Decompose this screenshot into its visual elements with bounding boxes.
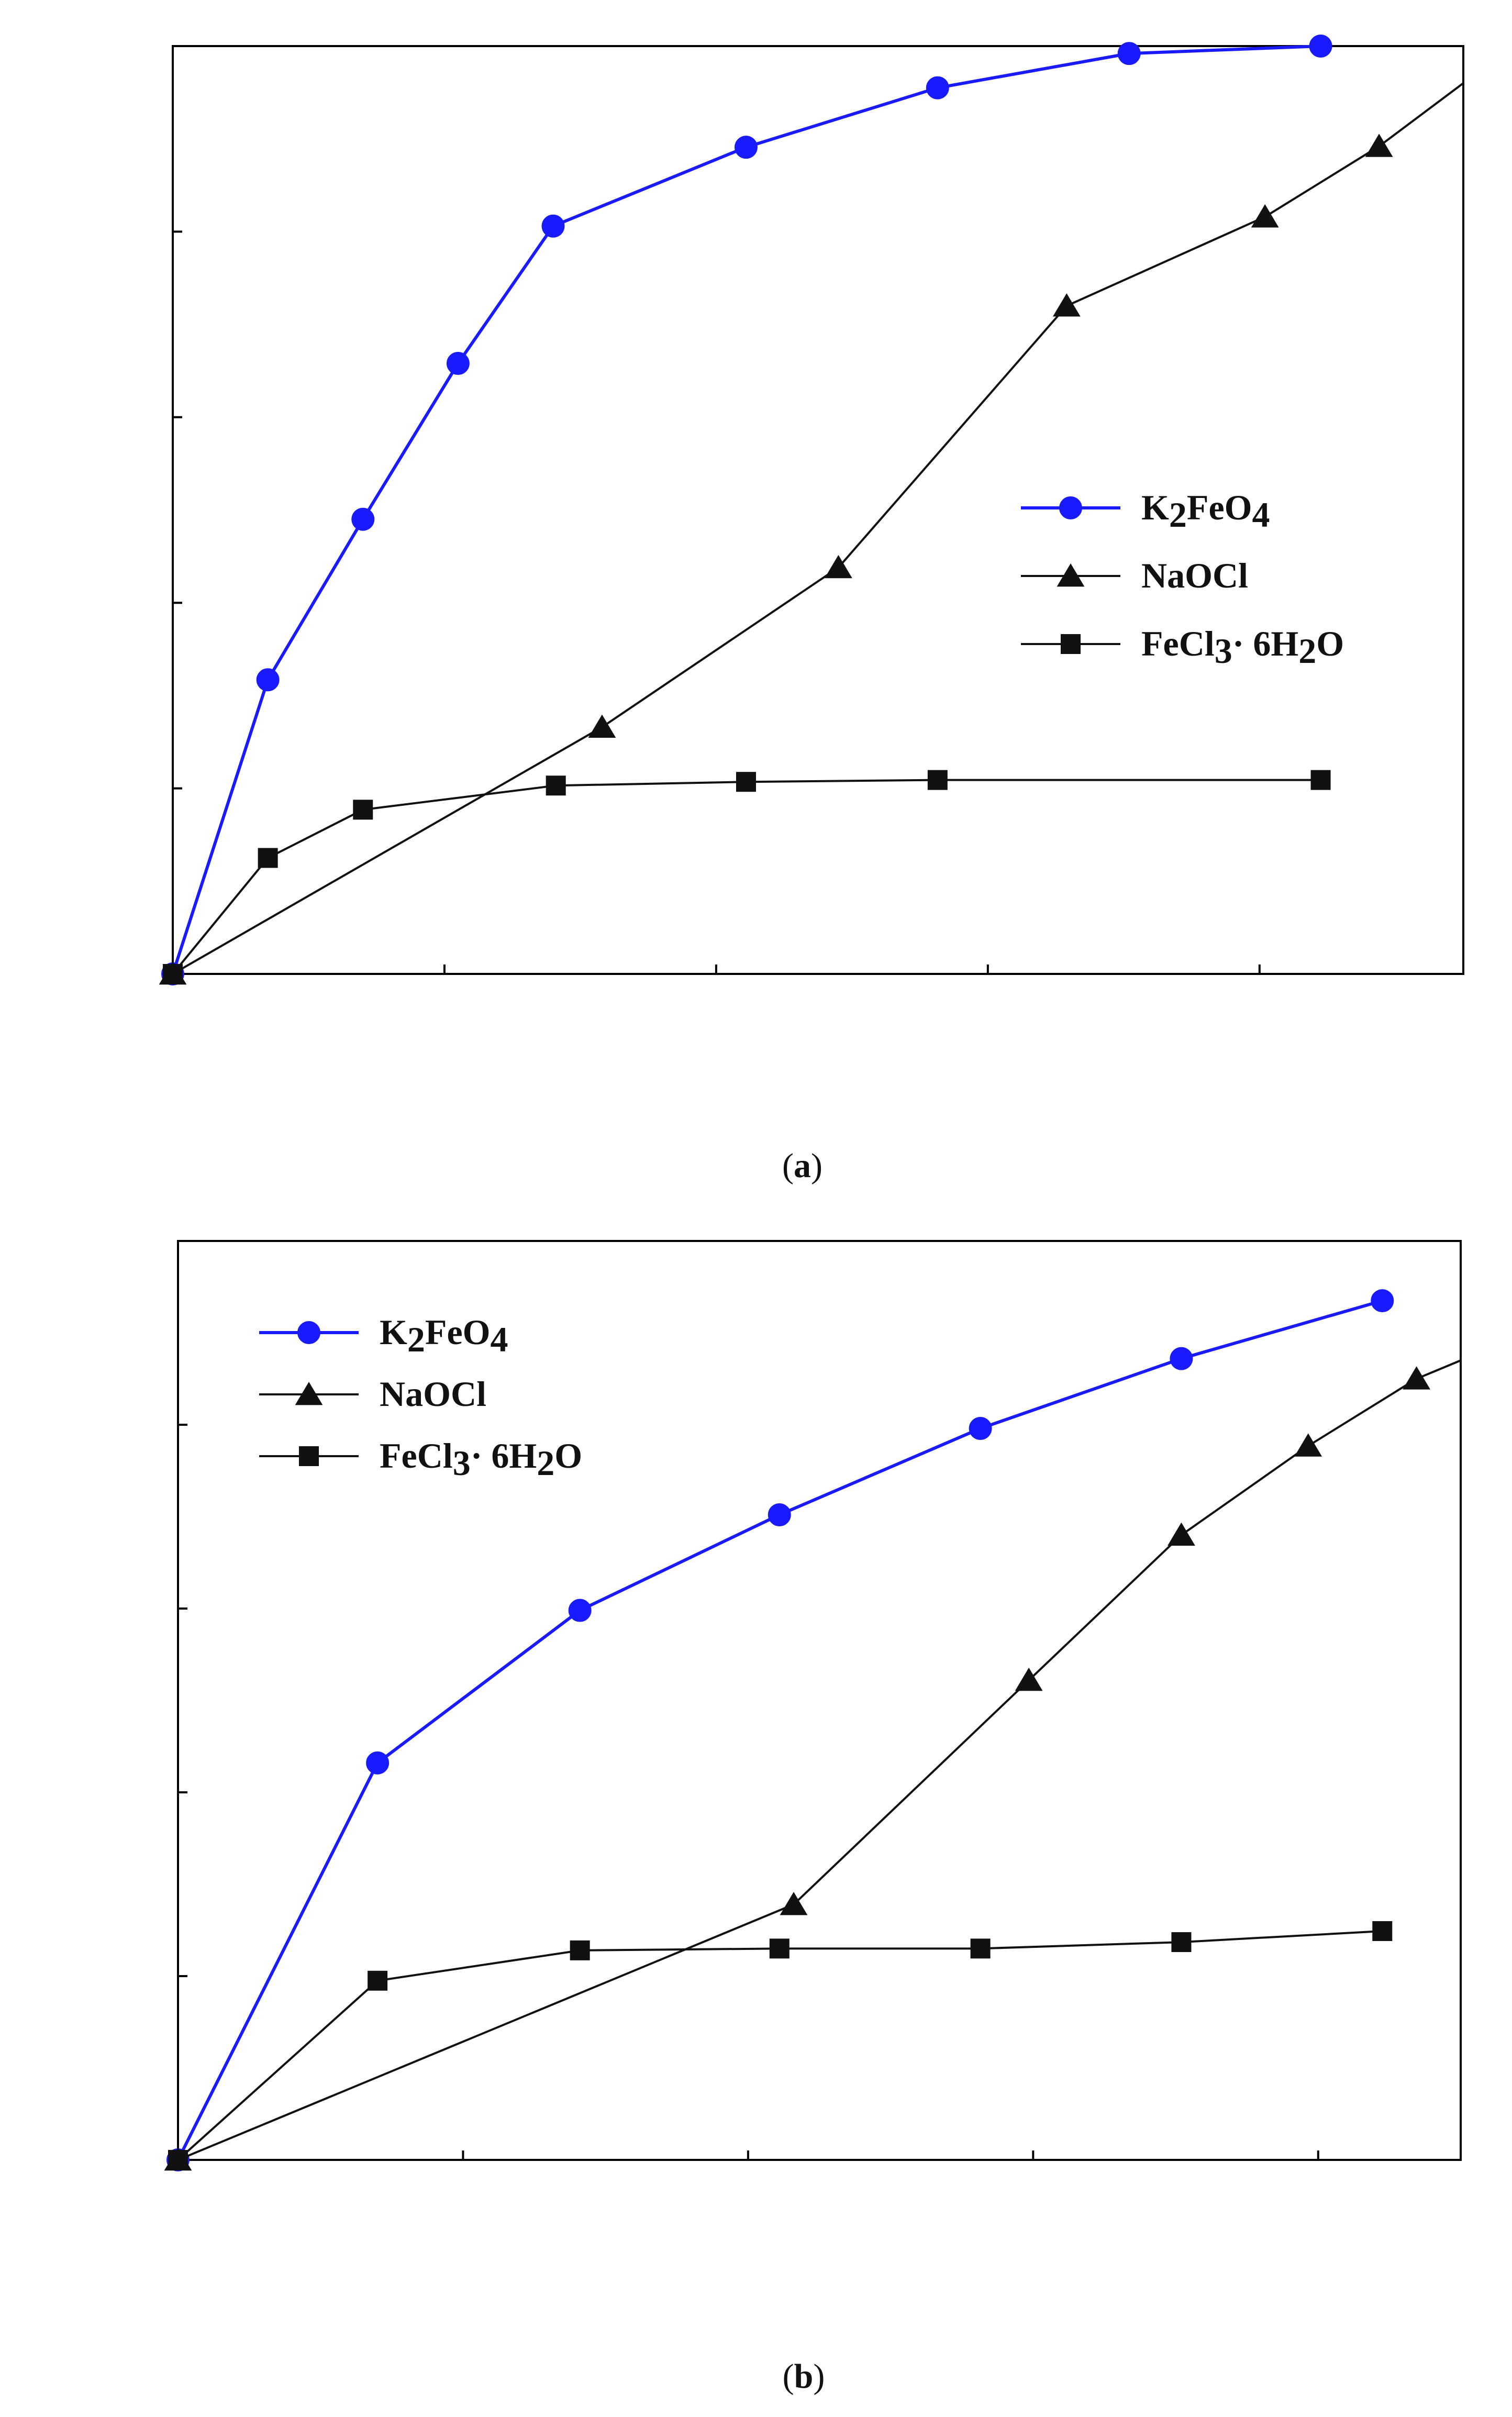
data-point bbox=[768, 1503, 791, 1526]
data-point bbox=[970, 1938, 991, 1959]
data-point bbox=[256, 668, 280, 692]
data-point bbox=[541, 214, 565, 238]
legend-subscript: 3 bbox=[453, 1443, 471, 1483]
legend-text-part: NaOCl bbox=[380, 1374, 486, 1414]
legend-entry: NaOCl bbox=[259, 1374, 486, 1414]
data-point bbox=[1371, 1289, 1394, 1313]
plot-frame bbox=[172, 45, 1464, 975]
legend-text-part: K bbox=[380, 1312, 407, 1352]
legend-subscript: 3 bbox=[1215, 631, 1232, 671]
legend-marker bbox=[1057, 563, 1085, 587]
data-point bbox=[568, 1599, 592, 1622]
data-point bbox=[588, 714, 616, 738]
legend-subscript: 2 bbox=[537, 1443, 554, 1483]
legend-text-part: FeCl bbox=[380, 1436, 453, 1476]
legend-marker bbox=[299, 1446, 319, 1466]
data-point bbox=[570, 1940, 590, 1960]
series-fecl3-6h2o bbox=[163, 770, 1331, 984]
data-point bbox=[1170, 1347, 1193, 1370]
legend-label: FeCl3· 6H2O bbox=[1141, 624, 1344, 671]
data-point bbox=[368, 1970, 388, 1991]
legend-subscript: 2 bbox=[1169, 495, 1187, 535]
legend-text-part: K bbox=[1141, 487, 1169, 527]
data-point bbox=[1171, 1932, 1192, 1953]
data-point bbox=[927, 770, 948, 790]
data-point bbox=[258, 848, 278, 868]
data-point bbox=[1168, 1522, 1195, 1546]
legend-entry: K2FeO4 bbox=[259, 1312, 508, 1359]
legend-text-part: O bbox=[554, 1436, 582, 1476]
data-point bbox=[353, 800, 373, 820]
data-point bbox=[1403, 1366, 1431, 1390]
legend-marker bbox=[295, 1382, 323, 1405]
legend-text-part: FeCl bbox=[1141, 624, 1215, 663]
data-point bbox=[1294, 1433, 1322, 1457]
data-point bbox=[1309, 35, 1332, 58]
series-line bbox=[178, 1299, 1383, 2161]
legend-label: K2FeO4 bbox=[380, 1312, 508, 1359]
legend-label: FeCl3· 6H2O bbox=[380, 1436, 582, 1483]
legend-marker bbox=[297, 1321, 320, 1344]
series-naocl bbox=[164, 1359, 1461, 2171]
legend-entry: NaOCl bbox=[1021, 556, 1248, 595]
data-point bbox=[366, 1751, 390, 1775]
data-point bbox=[546, 775, 566, 796]
series-line bbox=[178, 1930, 1383, 2161]
data-point bbox=[351, 507, 375, 531]
legend-entry: FeCl3· 6H2O bbox=[259, 1436, 582, 1483]
data-point bbox=[734, 136, 758, 159]
legend-text-part: O bbox=[1316, 624, 1344, 663]
data-point bbox=[780, 1892, 808, 1915]
legend-text-part: · 6H bbox=[471, 1436, 537, 1476]
panel-caption: (b) bbox=[783, 2357, 825, 2396]
data-point bbox=[1117, 42, 1141, 65]
series-fecl3-6h2o bbox=[168, 1921, 1393, 2170]
series-naocl bbox=[159, 82, 1463, 985]
legend-label: NaOCl bbox=[1141, 556, 1248, 595]
data-point bbox=[1372, 1921, 1393, 1942]
panel-caption: (a) bbox=[782, 1147, 822, 1185]
data-point bbox=[1052, 293, 1081, 317]
legend-label: K2FeO4 bbox=[1141, 487, 1270, 535]
data-point bbox=[1251, 204, 1279, 228]
legend-subscript: 4 bbox=[491, 1320, 508, 1359]
legend-text-part: · 6H bbox=[1232, 624, 1299, 663]
legend-marker bbox=[1061, 634, 1081, 654]
legend-subscript: 2 bbox=[1298, 631, 1316, 671]
data-point bbox=[825, 555, 852, 579]
legend-entry: FeCl3· 6H2O bbox=[1021, 624, 1344, 671]
legend-text-part: FeO bbox=[1187, 487, 1252, 527]
data-point bbox=[1365, 134, 1393, 157]
data-point bbox=[1015, 1667, 1043, 1691]
data-point bbox=[926, 76, 949, 99]
data-point bbox=[1310, 770, 1331, 790]
legend-marker bbox=[1059, 496, 1082, 519]
legend-text-part: FeO bbox=[425, 1312, 491, 1352]
legend-text-part: NaOCl bbox=[1141, 556, 1248, 595]
legend-subscript: 2 bbox=[407, 1320, 425, 1359]
data-point bbox=[168, 2150, 188, 2170]
data-point bbox=[736, 772, 756, 792]
data-point bbox=[769, 1938, 790, 1959]
legend-label: NaOCl bbox=[380, 1374, 486, 1414]
series-line bbox=[173, 779, 1321, 975]
series-k2feo4 bbox=[166, 1289, 1394, 2171]
data-point bbox=[446, 352, 470, 375]
legend-entry: K2FeO4 bbox=[1021, 487, 1270, 535]
data-point bbox=[969, 1417, 992, 1440]
plot-frame bbox=[177, 1240, 1462, 2161]
legend-subscript: 4 bbox=[1252, 495, 1270, 535]
data-point bbox=[163, 964, 183, 984]
